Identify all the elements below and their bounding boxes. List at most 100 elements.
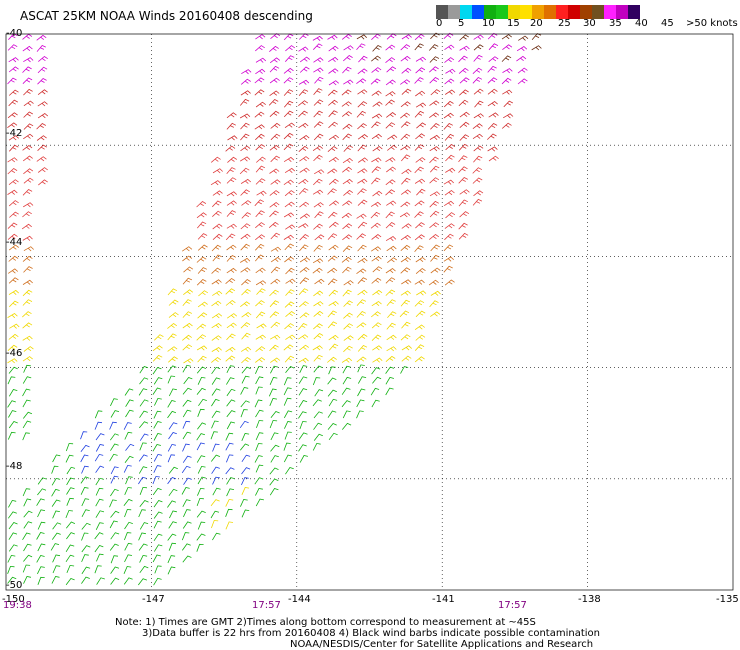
wind-barb	[226, 322, 237, 329]
wind-barb	[23, 177, 34, 184]
wind-barb	[38, 179, 48, 186]
wind-barb	[299, 312, 310, 319]
wind-barb	[270, 321, 281, 329]
wind-barb	[444, 223, 455, 229]
wind-barb	[168, 521, 177, 529]
wind-barb	[283, 344, 294, 351]
wind-barb	[197, 422, 207, 430]
wind-barb	[459, 77, 470, 84]
wind-barb	[8, 333, 19, 340]
wind-barb	[65, 578, 75, 586]
wind-barb	[487, 32, 498, 40]
wind-barb	[196, 510, 206, 518]
wind-barb	[371, 90, 382, 96]
wind-barb	[370, 222, 381, 229]
wind-barb	[65, 554, 75, 563]
lon-label-150: -150	[2, 594, 25, 605]
wind-barb	[429, 66, 439, 73]
wind-barb	[370, 387, 380, 396]
wind-barb	[52, 554, 61, 563]
wind-barb	[37, 477, 47, 485]
wind-barb	[342, 133, 352, 141]
wind-barb	[356, 311, 366, 318]
wind-barb	[517, 78, 528, 85]
wind-barb	[327, 34, 338, 40]
wind-barb	[329, 200, 340, 207]
wind-barb	[443, 256, 454, 262]
wind-barb	[241, 454, 251, 463]
wind-barb	[327, 321, 338, 329]
wind-barb	[472, 133, 483, 140]
wind-barb	[414, 110, 425, 118]
wind-barb	[458, 232, 469, 240]
wind-barb	[488, 43, 499, 51]
wind-barb	[356, 322, 367, 329]
wind-barb	[181, 465, 191, 474]
wind-barb	[298, 411, 307, 419]
wind-barb	[22, 66, 32, 73]
wind-barb	[430, 311, 441, 317]
wind-barb	[270, 444, 280, 452]
wind-barb	[283, 454, 292, 463]
wind-barb	[167, 555, 176, 564]
wind-barb	[7, 554, 16, 563]
wind-barb	[327, 389, 337, 397]
wind-barb	[342, 245, 353, 252]
wind-barb	[299, 244, 309, 252]
lon-label-144: -144	[288, 594, 311, 605]
wind-barb	[95, 477, 105, 486]
wind-barb	[240, 90, 251, 96]
wind-barb	[254, 89, 265, 96]
wind-barb	[22, 335, 33, 341]
wind-barb	[256, 420, 264, 429]
wind-barb	[241, 366, 251, 374]
wind-barb	[343, 345, 353, 353]
wind-barb	[444, 78, 455, 85]
wind-barb	[125, 409, 134, 418]
wind-barb	[385, 79, 396, 86]
wind-barb	[386, 33, 397, 40]
wind-barb	[241, 200, 252, 206]
lat-label-40: -40	[6, 28, 23, 39]
wind-barb	[327, 310, 337, 318]
wind-barb	[357, 168, 368, 174]
wind-barb	[503, 100, 513, 108]
wind-barb	[109, 421, 117, 430]
wind-barb	[197, 465, 206, 474]
wind-barb	[400, 366, 409, 374]
wind-barb	[22, 202, 34, 208]
wind-barb	[357, 144, 367, 152]
wind-barb	[414, 144, 425, 151]
wind-barb	[138, 454, 148, 462]
wind-barb	[169, 510, 177, 519]
wind-barb	[400, 154, 411, 162]
wind-barb	[81, 532, 89, 541]
wind-barb	[401, 279, 412, 285]
wind-barb	[239, 113, 251, 119]
wind-barb	[255, 280, 267, 286]
wind-barb	[371, 166, 381, 173]
wind-barb	[415, 334, 426, 341]
wind-barb	[241, 509, 250, 518]
wind-barb	[314, 389, 324, 397]
wind-barb	[182, 555, 192, 563]
wind-barb	[328, 301, 339, 307]
wind-barb	[241, 278, 251, 286]
wind-barb	[226, 210, 236, 217]
wind-barb	[401, 223, 412, 229]
wind-barb	[415, 102, 427, 108]
wind-barb	[299, 266, 310, 273]
wind-barb	[7, 233, 18, 240]
wind-barb	[284, 201, 295, 208]
wind-barb	[327, 356, 337, 363]
lat-label-44: -44	[6, 237, 23, 248]
wind-barb	[239, 98, 250, 106]
lat-label-48: -48	[6, 461, 23, 472]
wind-barb	[196, 366, 207, 374]
wind-barb	[154, 334, 164, 341]
wind-barb	[414, 200, 425, 207]
wind-barb	[182, 311, 192, 318]
wind-barb	[81, 522, 91, 530]
wind-barb	[472, 177, 483, 184]
wind-barb	[357, 188, 367, 195]
